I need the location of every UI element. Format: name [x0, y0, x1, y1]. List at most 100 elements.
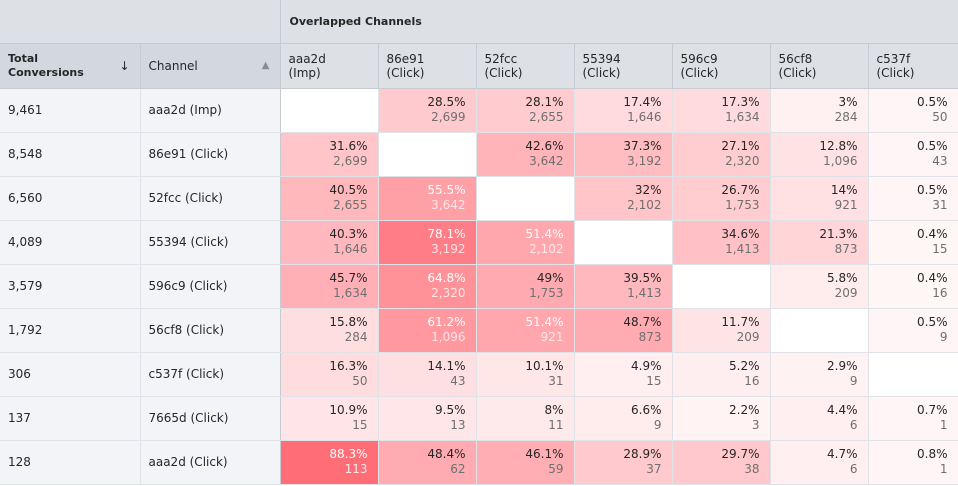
- overlap-count: 9: [939, 330, 948, 344]
- overlap-cell: 0.8% 1: [868, 440, 958, 485]
- overlap-cell: 4.7% 6: [770, 440, 869, 485]
- overlap-cell: 28.1% 2,655: [476, 88, 575, 133]
- overlap-cell: 5.2% 16: [672, 352, 771, 397]
- overlap-percent: 4.4%: [827, 403, 858, 417]
- overlap-percent: 26.7%: [721, 183, 760, 197]
- overlap-percent: 48.7%: [623, 315, 662, 329]
- overlap-count: 37: [646, 462, 662, 476]
- table-row: 1,792 56cf8 (Click) 15.8% 284 61.2% 1,096 51.4…: [0, 308, 958, 353]
- column-header-86e91[interactable]: 86e91 (Click): [378, 43, 477, 89]
- overlap-count: 62: [450, 462, 466, 476]
- column-header-55394[interactable]: 55394 (Click): [574, 43, 673, 89]
- overlap-cell: 4.4% 6: [770, 396, 869, 441]
- overlap-percent: 51.4%: [525, 315, 564, 329]
- column-header-id: 86e91: [386, 51, 425, 66]
- overlap-cell: 9.5% 13: [378, 396, 477, 441]
- overlap-cell: 51.4% 921: [476, 308, 575, 353]
- empty-cell: [574, 220, 673, 265]
- overlap-percent: 15.8%: [329, 315, 368, 329]
- overlap-cell: 28.9% 37: [574, 440, 673, 485]
- overlap-cell: 48.4% 62: [378, 440, 477, 485]
- column-header-label: Total Conversions: [8, 51, 84, 79]
- column-header-id: 56cf8: [778, 51, 813, 66]
- column-header-c537f[interactable]: c537f (Click): [868, 43, 958, 89]
- overlap-percent: 51.4%: [525, 227, 564, 241]
- column-header-type: (Click): [876, 65, 915, 80]
- overlap-cell: 78.1% 3,192: [378, 220, 477, 265]
- overlap-count: 50: [352, 374, 368, 388]
- empty-cell: [672, 264, 771, 309]
- overlap-cell: 51.4% 2,102: [476, 220, 575, 265]
- empty-cell: [770, 308, 869, 353]
- overlap-cell: 0.5% 31: [868, 176, 958, 221]
- overlap-percent: 39.5%: [623, 271, 662, 285]
- overlap-count: 31: [548, 374, 564, 388]
- overlap-percent: 6.6%: [631, 403, 662, 417]
- overlap-percent: 2.2%: [729, 403, 760, 417]
- overlap-count: 873: [638, 330, 662, 344]
- total-conversions-cell: 137: [0, 396, 141, 441]
- overlap-count: 2,699: [333, 154, 368, 168]
- channel-cell: 7665d (Click): [140, 396, 281, 441]
- overlap-percent: 78.1%: [427, 227, 466, 241]
- channel-cell: aaa2d (Imp): [140, 88, 281, 133]
- overlap-count: 43: [450, 374, 466, 388]
- channel-cell: c537f (Click): [140, 352, 281, 397]
- overlap-cell: 48.7% 873: [574, 308, 673, 353]
- overlap-percent: 14%: [830, 183, 858, 197]
- overlap-count: 2,655: [333, 198, 368, 212]
- overlap-cell: 40.3% 1,646: [280, 220, 379, 265]
- overlap-percent: 34.6%: [721, 227, 760, 241]
- overlap-percent: 45.7%: [329, 271, 368, 285]
- sort-icon[interactable]: ▲: [261, 59, 270, 71]
- overlap-count: 1,096: [823, 154, 858, 168]
- column-header-total-conversions[interactable]: Total Conversions ↓: [0, 43, 141, 89]
- overlap-cell: 64.8% 2,320: [378, 264, 477, 309]
- column-header-52fcc[interactable]: 52fcc (Click): [476, 43, 575, 89]
- overlap-percent: 28.1%: [525, 95, 564, 109]
- overlap-percent: 55.5%: [427, 183, 466, 197]
- overlap-count: 2,320: [725, 154, 760, 168]
- column-header-596c9[interactable]: 596c9 (Click): [672, 43, 771, 89]
- overlap-count: 15: [646, 374, 662, 388]
- column-header-id: aaa2d: [288, 51, 326, 66]
- overlap-cell: 26.7% 1,753: [672, 176, 771, 221]
- overlap-count: 284: [344, 330, 368, 344]
- column-header-56cf8[interactable]: 56cf8 (Click): [770, 43, 869, 89]
- overlap-count: 873: [834, 242, 858, 256]
- overlap-count: 921: [834, 198, 858, 212]
- overlap-cell: 4.9% 15: [574, 352, 673, 397]
- overlap-cell: 2.2% 3: [672, 396, 771, 441]
- overlap-count: 13: [450, 418, 466, 432]
- total-conversions-cell: 3,579: [0, 264, 141, 309]
- overlap-count: 6: [849, 462, 858, 476]
- overlap-cell: 14.1% 43: [378, 352, 477, 397]
- overlap-percent: 4.7%: [827, 447, 858, 461]
- overlap-percent: 0.4%: [917, 227, 948, 241]
- empty-cell: [378, 132, 477, 177]
- overlap-count: 113: [344, 462, 368, 476]
- overlap-percent: 4.9%: [631, 359, 662, 373]
- group-header-overlapped-channels: Overlapped Channels: [280, 0, 958, 44]
- overlap-percent: 42.6%: [525, 139, 564, 153]
- overlap-cell: 14% 921: [770, 176, 869, 221]
- overlap-cell: 29.7% 38: [672, 440, 771, 485]
- column-header-aaa2d[interactable]: aaa2d (Imp): [280, 43, 379, 89]
- overlap-cell: 6.6% 9: [574, 396, 673, 441]
- overlap-cell: 8% 11: [476, 396, 575, 441]
- table-row: 6,560 52fcc (Click) 40.5% 2,655 55.5% 3,642 32…: [0, 176, 958, 221]
- overlap-count: 15: [352, 418, 368, 432]
- overlap-cell: 31.6% 2,699: [280, 132, 379, 177]
- overlap-cell: 34.6% 1,413: [672, 220, 771, 265]
- channel-cell: 596c9 (Click): [140, 264, 281, 309]
- total-conversions-cell: 8,548: [0, 132, 141, 177]
- overlap-cell: 39.5% 1,413: [574, 264, 673, 309]
- overlap-percent: 28.9%: [623, 447, 662, 461]
- overlap-percent: 28.5%: [427, 95, 466, 109]
- overlap-percent: 29.7%: [721, 447, 760, 461]
- arrow-down-icon[interactable]: ↓: [119, 58, 130, 73]
- column-header-channel[interactable]: Channel ▲: [140, 43, 281, 89]
- table-row: 9,461 aaa2d (Imp) 28.5% 2,699 28.1% 2,655 17.4…: [0, 88, 958, 133]
- overlap-count: 2,320: [431, 286, 466, 300]
- overlap-count: 1,413: [725, 242, 760, 256]
